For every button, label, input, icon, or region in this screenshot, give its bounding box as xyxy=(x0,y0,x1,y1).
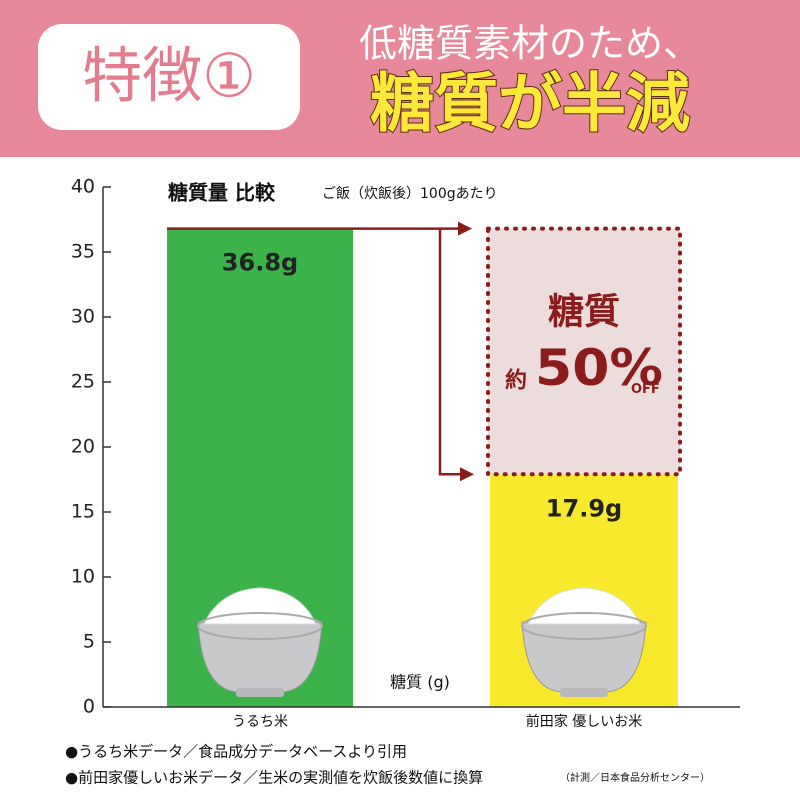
y-tick-label: 10 xyxy=(71,566,95,588)
y-tick-label: 40 xyxy=(71,176,95,198)
bowl-rim xyxy=(197,612,323,640)
x-tick-label: うるち米 xyxy=(232,714,288,730)
arrow-head xyxy=(460,467,474,482)
annotation-title: 糖質 xyxy=(548,291,620,332)
value-label: 36.8g xyxy=(222,249,298,277)
arrow-head xyxy=(458,221,472,236)
reduction-box xyxy=(486,226,682,477)
y-tick-label: 5 xyxy=(83,631,95,653)
y-tick-label: 30 xyxy=(71,306,95,328)
arrow xyxy=(438,228,462,476)
annotation-suffix: OFF xyxy=(631,382,660,397)
annotation-main: 50% xyxy=(535,339,663,397)
header-badge-box xyxy=(38,24,300,130)
annotation-prefix: 約 xyxy=(505,367,527,393)
y-tick-label: 25 xyxy=(71,371,95,393)
bowl-rim xyxy=(521,612,647,640)
header-line2: 糖質が半減 xyxy=(370,68,690,142)
chart-title: 糖質量 比較 xyxy=(168,181,276,205)
x-tick-label: 前田家 優しいお米 xyxy=(526,713,642,730)
bowl xyxy=(197,621,323,693)
value-label: 17.9g xyxy=(546,494,622,522)
bowl-foot xyxy=(236,688,284,697)
y-tick-label: 20 xyxy=(71,436,95,458)
bowl-foot xyxy=(560,688,608,697)
y-tick-label: 15 xyxy=(71,501,95,523)
bowl xyxy=(521,621,647,693)
header-line1: 低糖質素材のため、 xyxy=(359,22,701,66)
footnote: ●前田家優しいお米データ／生米の実測値を炊飯後数値に換算 xyxy=(65,769,483,787)
footnote: ●うるち米データ／食品成分データベースより引用 xyxy=(65,743,407,761)
y-axis-label: 糖質 (g) xyxy=(390,673,450,692)
header-badge: 特徴① xyxy=(82,42,256,112)
y-tick-label: 0 xyxy=(83,696,95,718)
y-tick-label: 35 xyxy=(71,241,95,263)
chart-subtitle: ご飯（炊飯後）100gあたり xyxy=(322,185,498,202)
footnote-small: （計測／日本食品分析センター） xyxy=(560,771,710,784)
